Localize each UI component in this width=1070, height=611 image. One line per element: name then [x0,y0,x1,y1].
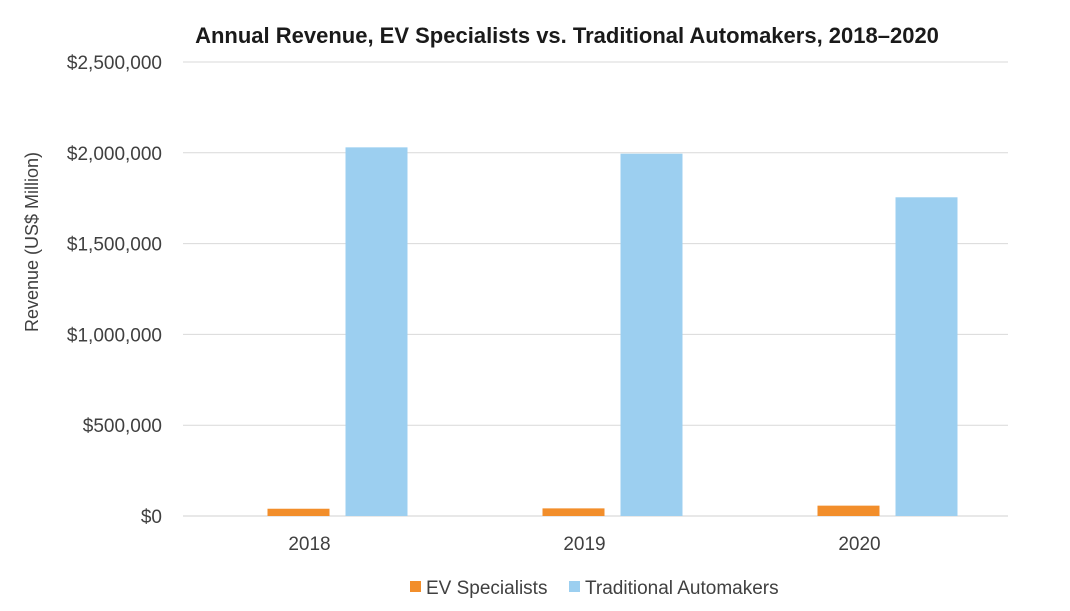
x-tick-label: 2020 [838,534,880,555]
bar-traditional-automakers-2019 [620,153,683,516]
gridlines [183,61,1008,517]
x-tick-label: 2019 [563,534,605,555]
chart-title: Annual Revenue, EV Specialists vs. Tradi… [195,23,939,48]
y-tick-label: $0 [141,507,162,528]
legend: EV Specialists Traditional Automakers [410,578,779,599]
y-tick-label: $1,000,000 [67,325,162,346]
legend-swatch [569,581,580,592]
y-axis-title: Revenue (US$ Million) [22,152,42,332]
x-tick-label: 2018 [288,534,330,555]
y-tick-label: $2,000,000 [67,144,162,165]
legend-swatch [410,581,421,592]
bar-ev-specialists-2019 [542,508,605,516]
legend-label: EV Specialists [426,578,547,599]
x-axis-ticks: 2018 2019 2020 [288,534,880,555]
bar-ev-specialists-2018 [267,508,330,516]
bar-traditional-automakers-2020 [895,197,958,517]
bars [267,147,958,517]
y-tick-label: $500,000 [83,416,162,437]
bar-ev-specialists-2020 [817,505,880,516]
bar-traditional-automakers-2018 [345,147,408,517]
y-tick-label: $2,500,000 [67,53,162,74]
y-tick-label: $1,500,000 [67,235,162,256]
y-axis-ticks: $0 $500,000 $1,000,000 $1,500,000 $2,000,000… [67,53,162,528]
legend-label: Traditional Automakers [585,578,779,599]
